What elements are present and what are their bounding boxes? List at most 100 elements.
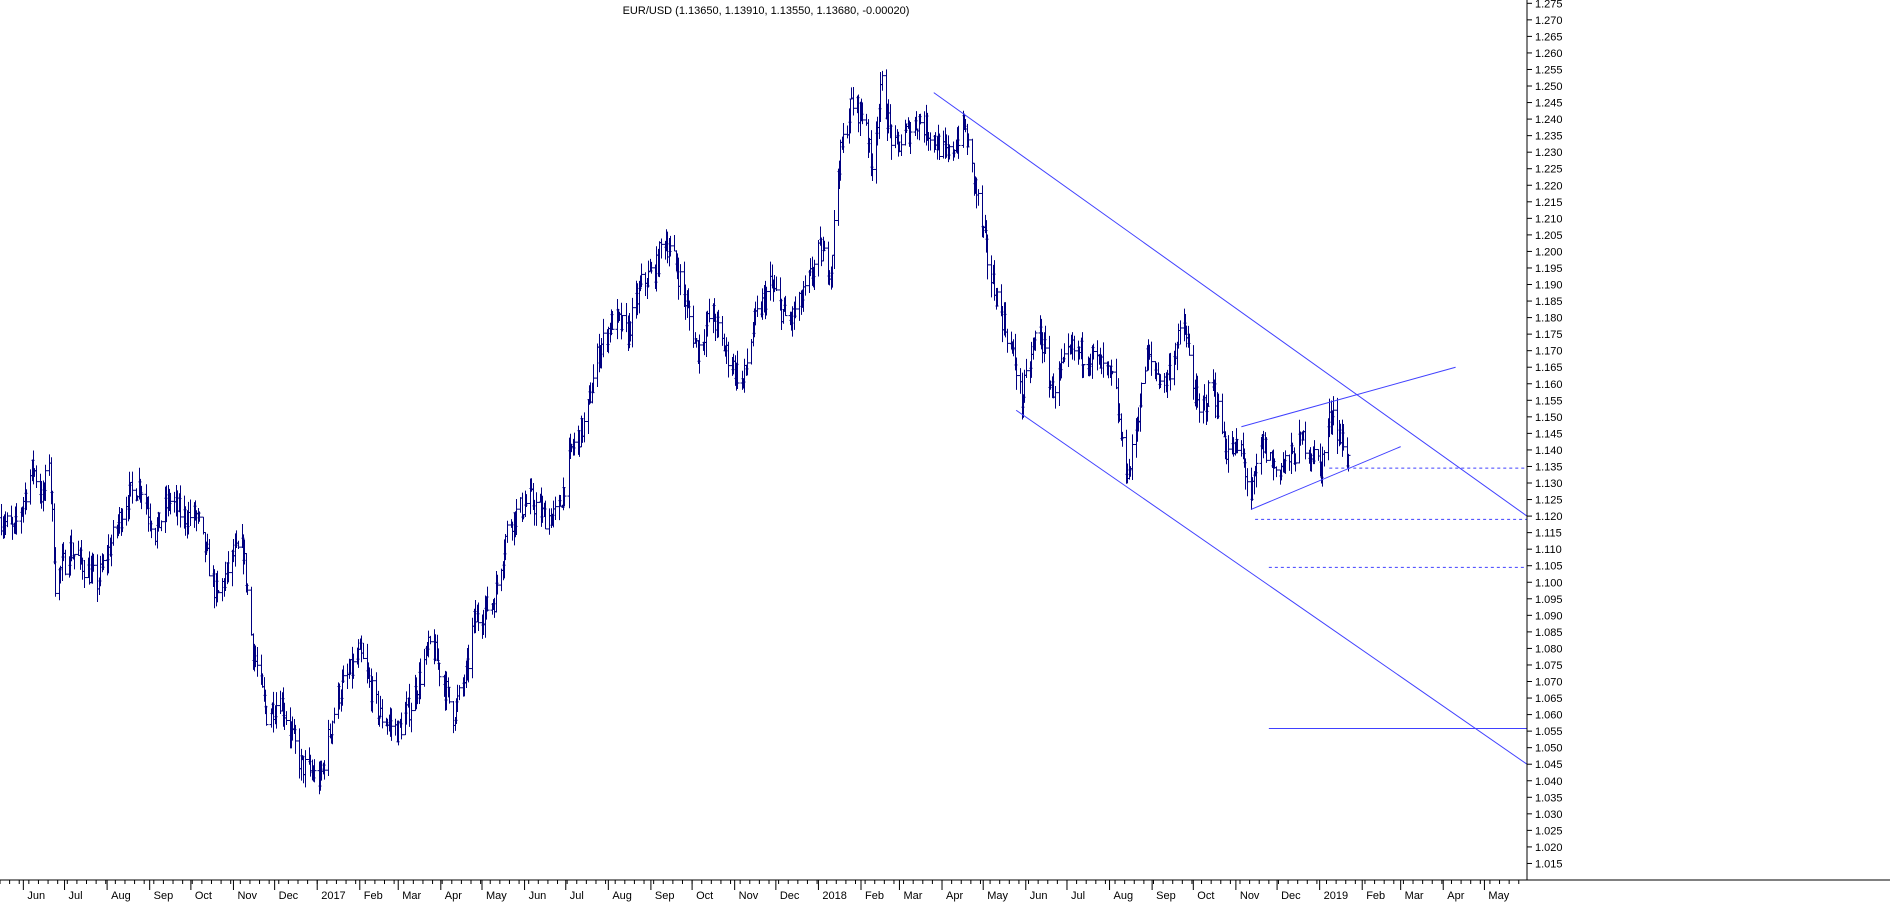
ohlc-bar (370, 676, 375, 713)
x-tick-label: Dec (1281, 890, 1301, 902)
ohlc-bar (5, 512, 10, 528)
ohlc-bar (768, 261, 773, 301)
x-tick-label: Mar (1405, 890, 1424, 902)
ohlc-bar (34, 465, 39, 488)
ohlc-bar (595, 343, 600, 388)
chart-title: EUR/USD (1.13650, 1.13910, 1.13550, 1.13… (623, 5, 910, 17)
ohlc-bar (726, 341, 731, 378)
ohlc-bar (989, 255, 994, 298)
ohlc-bar (1254, 453, 1259, 488)
y-tick-label: 1.250 (1535, 81, 1563, 93)
y-tick-label: 1.070 (1535, 677, 1563, 689)
ohlc-bar (476, 602, 481, 632)
ohlc-bar (293, 724, 298, 754)
ohlc-bar (80, 557, 85, 580)
ohlc-bar (130, 471, 135, 504)
ohlc-bar (399, 712, 404, 740)
ohlc-bar (543, 500, 548, 530)
ohlc-bar (303, 750, 308, 788)
y-tick-label: 1.105 (1535, 561, 1563, 573)
ohlc-bar (610, 311, 615, 331)
ohlc-bar (562, 486, 567, 507)
x-tick-label: Apr (1447, 890, 1464, 902)
ohlc-bar (1101, 342, 1106, 378)
ohlc-bar (1014, 357, 1019, 390)
ohlc-bar (1191, 345, 1196, 400)
ohlc-bar (1316, 449, 1321, 461)
ohlc-bar (378, 695, 383, 718)
ohlc-bar (832, 209, 837, 270)
ohlc-bar (687, 300, 692, 331)
ohlc-bar (947, 144, 952, 160)
ohlc-bar (178, 485, 183, 528)
x-tick-label: Dec (780, 890, 800, 902)
ohlc-bar (908, 121, 913, 154)
trendlines (933, 92, 1528, 765)
y-tick-label: 1.270 (1535, 15, 1563, 27)
ohlc-bar (207, 539, 212, 577)
ohlc-bar (361, 642, 366, 660)
ohlc-bar (582, 412, 587, 443)
ohlc-bar (374, 672, 379, 704)
y-tick-label: 1.055 (1535, 726, 1563, 738)
y-tick-label: 1.225 (1535, 164, 1563, 176)
ohlc-bar (341, 665, 346, 683)
ohlc-bar (111, 519, 116, 546)
ohlc-bar (524, 494, 529, 507)
x-tick-label: Jun (529, 890, 547, 902)
ohlc-bar (428, 635, 433, 645)
ohlc-bar (518, 497, 523, 513)
ohlc-bar (1130, 434, 1135, 481)
x-tick-label: Mar (402, 890, 421, 902)
x-tick-label: Oct (1197, 890, 1214, 902)
ohlc-bar (82, 559, 87, 588)
ohlc-bar (91, 553, 96, 572)
ohlc-bar (245, 583, 250, 595)
ohlc-bar (985, 234, 990, 280)
y-tick-label: 1.065 (1535, 693, 1563, 705)
y-tick-label: 1.175 (1535, 329, 1563, 341)
ohlc-bar (1005, 328, 1010, 353)
ohlc-bar (197, 511, 202, 522)
x-tick-label: Jul (570, 890, 584, 902)
ohlc-bar (1033, 330, 1038, 351)
ohlc-bar (1062, 343, 1067, 363)
ohlc-bar (1162, 373, 1167, 393)
y-tick-label: 1.120 (1535, 511, 1563, 523)
x-tick-label: Feb (1366, 890, 1385, 902)
ohlc-bar (1156, 362, 1161, 375)
ohlc-bar (393, 718, 398, 736)
y-tick-label: 1.190 (1535, 280, 1563, 292)
x-tick-label: Apr (445, 890, 462, 902)
ohlc-bar (1120, 431, 1125, 447)
y-tick-label: 1.260 (1535, 48, 1563, 60)
trendline (1015, 409, 1528, 765)
ohlc-bar (918, 113, 923, 125)
ohlc-bar (14, 503, 19, 535)
y-tick-label: 1.095 (1535, 594, 1563, 606)
x-tick-label: Nov (739, 890, 759, 902)
y-tick-label: 1.180 (1535, 313, 1563, 325)
y-tick-label: 1.220 (1535, 180, 1563, 192)
x-tick-label: Sep (1156, 890, 1176, 902)
ohlc-bar (735, 350, 740, 390)
ohlc-bar (1283, 450, 1288, 474)
ohlc-bar (1197, 393, 1202, 423)
ohlc-bar (1245, 468, 1250, 497)
ohlc-bar (1239, 440, 1244, 457)
ohlc-bar (937, 133, 942, 160)
y-tick-label: 1.245 (1535, 98, 1563, 110)
y-tick-label: 1.135 (1535, 461, 1563, 473)
ohlc-bar (168, 492, 173, 515)
ohlc-bar (345, 663, 350, 689)
ohlc-bar (1274, 466, 1279, 478)
x-tick-label: Jun (27, 890, 45, 902)
ohlc-bar (838, 139, 843, 181)
ohlc-bar (1176, 323, 1181, 349)
y-tick-label: 1.205 (1535, 230, 1563, 242)
ohlc-bar (745, 348, 750, 376)
ohlc-bar (697, 334, 702, 374)
ohlc-bar (101, 554, 106, 571)
ohlc-bar (1322, 450, 1327, 467)
ohlc-bar (1053, 385, 1058, 409)
